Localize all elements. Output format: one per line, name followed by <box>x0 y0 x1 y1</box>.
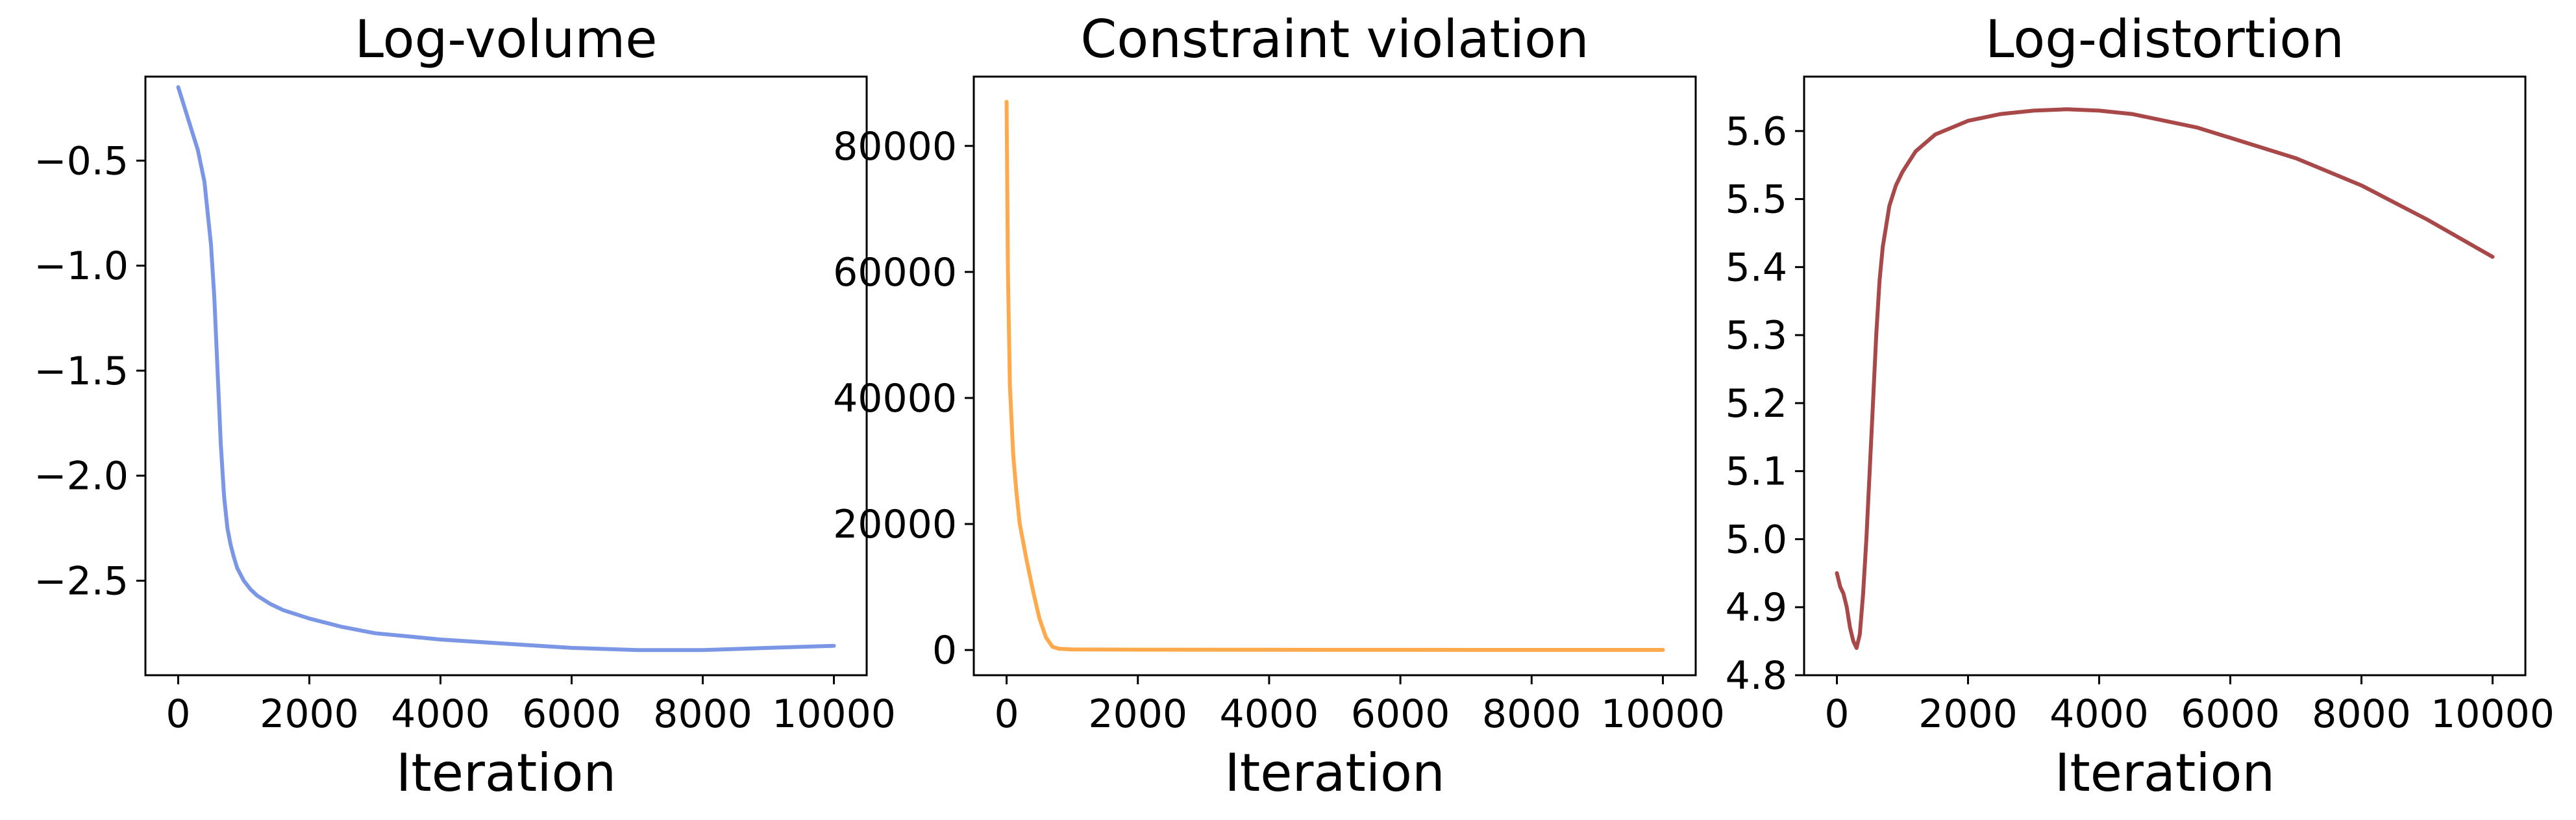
x-tick-label: 6000 <box>2181 691 2280 737</box>
y-tick-label: 60000 <box>833 250 957 295</box>
y-tick-label: −2.0 <box>34 454 129 499</box>
y-tick-label: −0.5 <box>34 138 129 184</box>
y-tick-label: 4.9 <box>1726 585 1787 630</box>
x-tick-label: 2000 <box>1088 691 1187 737</box>
x-tick-label: 4000 <box>2050 691 2149 737</box>
chart-title: Constraint violation <box>1080 9 1589 69</box>
panel-log-distortion: Log-distortion Iteration 0 2000 4000 6000 8000… <box>1726 9 2555 803</box>
x-tick-label: 4000 <box>1220 691 1319 737</box>
axes-frame <box>1803 75 2527 677</box>
x-axis-label: Iteration <box>1224 743 1444 803</box>
y-tick-label: 40000 <box>833 376 957 421</box>
x-tick-label: 8000 <box>1482 691 1581 737</box>
series-line <box>1835 107 2495 651</box>
x-tick-label: 10000 <box>772 691 896 737</box>
panel-log-volume: Log-volume Iteration 0 2000 4000 6000 8000 1000… <box>34 9 896 803</box>
y-tick-label: 5.5 <box>1726 177 1787 223</box>
x-tick-label: 2000 <box>1918 691 2018 737</box>
axes-frame <box>972 75 1697 677</box>
y-tick-label: 80000 <box>833 124 957 169</box>
y-tick-label: −2.5 <box>34 558 129 604</box>
x-tick-label: 0 <box>1824 691 1849 737</box>
y-tick-label: 0 <box>932 628 957 673</box>
x-tick-label: 0 <box>166 691 190 737</box>
y-tick-label: 5.4 <box>1726 245 1787 290</box>
series-line <box>1004 99 1665 652</box>
y-tick-label: 20000 <box>833 502 957 547</box>
x-tick-label: 10000 <box>2431 691 2555 737</box>
y-tick-label: −1.0 <box>34 243 129 289</box>
panel-constraint-violation: Constraint violation Iteration 0 2000 4000 60… <box>833 9 1725 803</box>
x-tick-label: 8000 <box>653 691 752 737</box>
x-tick-label: 6000 <box>1351 691 1450 737</box>
series-line <box>176 85 836 652</box>
y-tick-label: 5.6 <box>1726 109 1787 155</box>
x-tick-label: 2000 <box>260 691 359 737</box>
x-tick-label: 6000 <box>522 691 621 737</box>
chart-title: Log-distortion <box>1985 9 2344 69</box>
chart-title: Log-volume <box>355 9 658 69</box>
x-axis-label: Iteration <box>2055 743 2275 803</box>
y-tick-label: −1.5 <box>34 349 129 394</box>
axes-frame <box>144 75 868 677</box>
y-tick-label: 5.1 <box>1726 449 1787 495</box>
x-tick-label: 10000 <box>1601 691 1725 737</box>
y-tick-label: 5.3 <box>1726 313 1787 358</box>
x-tick-label: 4000 <box>391 691 490 737</box>
y-tick-label: 4.8 <box>1726 653 1787 699</box>
x-tick-label: 8000 <box>2312 691 2411 737</box>
y-tick-label: 5.0 <box>1726 517 1787 562</box>
x-tick-label: 0 <box>994 691 1019 737</box>
y-tick-label: 5.2 <box>1726 381 1787 427</box>
x-axis-label: Iteration <box>396 743 616 803</box>
